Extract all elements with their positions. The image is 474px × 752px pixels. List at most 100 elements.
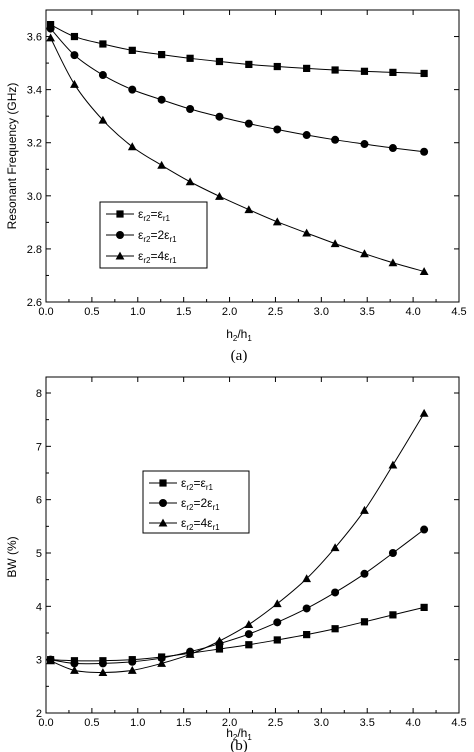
data-point-circle (244, 119, 253, 128)
data-point-square (303, 64, 311, 72)
x-tick-label: 4.0 (405, 717, 420, 729)
y-tick-label: 4 (36, 601, 42, 613)
caption-b: (b) (230, 738, 248, 752)
y-tick-label: 2 (36, 708, 42, 720)
legend-marker-triangle (158, 518, 168, 527)
y-tick-label: 8 (36, 388, 42, 400)
data-point-circle (388, 549, 397, 557)
data-point-triangle (419, 408, 429, 417)
data-point-triangle (330, 239, 340, 248)
data-point-circle (70, 51, 79, 60)
x-tick-label: 0.5 (84, 717, 99, 729)
plot-frame-b (45, 376, 460, 714)
data-point-triangle (46, 656, 55, 665)
y-tick-label: 3.0 (27, 191, 42, 203)
data-point-triangle (46, 33, 55, 42)
y-ticks-b: 2 3 4 5 6 7 8 (36, 388, 459, 720)
x-tick-label: 0.5 (84, 306, 99, 318)
data-point-circle (420, 147, 429, 156)
data-point-square (245, 60, 253, 69)
x-ticks-a: 0.0 0.5 1.0 1.5 2.0 2.5 3.0 3.5 4.0 4.5 (38, 10, 467, 318)
legend-b: εr2=εr1 εr2=2εr1 εr2=4εr1 (142, 470, 250, 534)
x-ticks-b: 0.0 0.5 1.0 1.5 2.0 2.5 3.0 3.5 4.0 4.5 (38, 377, 467, 729)
data-point-triangle (302, 228, 312, 237)
x-tick-label: 2.5 (268, 717, 283, 729)
data-point-square (186, 54, 194, 62)
data-point-square (331, 625, 339, 633)
x-tick-label: 3.5 (360, 717, 375, 729)
y-ticks-a: 2.6 2.8 3.0 3.2 3.4 3.6 (27, 32, 459, 309)
data-point-square (158, 50, 166, 59)
series-line-square (50, 24, 425, 74)
data-point-triangle (360, 505, 369, 514)
data-point-triangle (244, 205, 254, 214)
data-point-circle (98, 659, 107, 668)
legend-label: εr2=εr1 (181, 476, 214, 492)
y-tick-label: 3.2 (27, 138, 42, 150)
data-point-circle (360, 140, 369, 149)
data-point-circle (215, 112, 224, 121)
data-point-square (245, 641, 253, 649)
legend-marker-square (116, 210, 124, 218)
y-tick-label: 2.8 (27, 244, 42, 256)
data-point-square (99, 40, 107, 48)
x-tick-label: 0.0 (38, 717, 53, 729)
legend-marker-triangle (115, 251, 125, 260)
data-point-square (360, 618, 369, 626)
y-tick-label: 2.6 (27, 297, 42, 309)
data-point-triangle (215, 191, 224, 200)
data-point-triangle (419, 267, 429, 275)
y-tick-label: 7 (36, 441, 42, 453)
data-point-triangle (127, 142, 137, 151)
data-point-square (215, 57, 224, 66)
x-tick-label: 4.0 (405, 306, 420, 318)
x-tick-label: 2.5 (268, 306, 283, 318)
data-point-circle (46, 24, 55, 33)
x-tick-label: 1.5 (176, 717, 191, 729)
x-tick-label: 1.0 (130, 717, 145, 729)
series-b (46, 408, 429, 676)
caption-a: (a) (231, 348, 248, 364)
data-point-square (70, 32, 79, 41)
y-tick-label: 3.4 (27, 85, 42, 97)
legend-marker-circle (116, 231, 124, 239)
data-point-circle (273, 125, 282, 134)
data-point-triangle (330, 543, 340, 552)
y-tick-label: 5 (36, 548, 42, 560)
data-point-triangle (127, 665, 137, 674)
data-point-circle (70, 659, 79, 668)
x-tick-label: 4.5 (451, 306, 466, 318)
data-point-circle (186, 105, 195, 114)
data-point-triangle (272, 599, 282, 608)
data-point-circle (360, 569, 369, 578)
data-point-circle (331, 588, 340, 597)
data-point-square (215, 645, 224, 653)
data-point-triangle (185, 177, 195, 186)
y-tick-label: 3.6 (27, 32, 42, 44)
data-point-square (331, 66, 339, 74)
legend-label: εr2=4εr1 (138, 249, 177, 265)
series-a (46, 21, 429, 275)
data-point-triangle (244, 620, 254, 628)
data-point-triangle (185, 649, 195, 658)
series-line-circle (50, 529, 425, 665)
data-point-circle (420, 525, 429, 534)
legend-a: εr2=εr1 εr2=2εr1 εr2=4εr1 (99, 201, 208, 269)
data-point-circle (157, 95, 166, 104)
chart-b: 0.0 0.5 1.0 1.5 2.0 2.5 3.0 3.5 4.0 4.5 2 3 4 5 6 7 8 B… (5, 376, 467, 752)
legend-marker-circle (159, 499, 167, 507)
legend-label: εr2=4εr1 (181, 516, 220, 532)
data-point-triangle (388, 460, 398, 469)
data-point-square (273, 62, 281, 71)
data-point-square (303, 631, 311, 639)
legend-label: εr2=2εr1 (181, 496, 220, 512)
data-point-circle (273, 618, 282, 627)
data-point-circle (331, 135, 340, 144)
legend-marker-square (159, 479, 167, 487)
x-tick-label: 3.5 (360, 306, 375, 318)
series-line-triangle (50, 413, 425, 673)
data-point-square (360, 67, 369, 75)
data-point-square (128, 46, 136, 54)
data-point-triangle (272, 217, 282, 226)
data-point-circle (244, 630, 253, 639)
